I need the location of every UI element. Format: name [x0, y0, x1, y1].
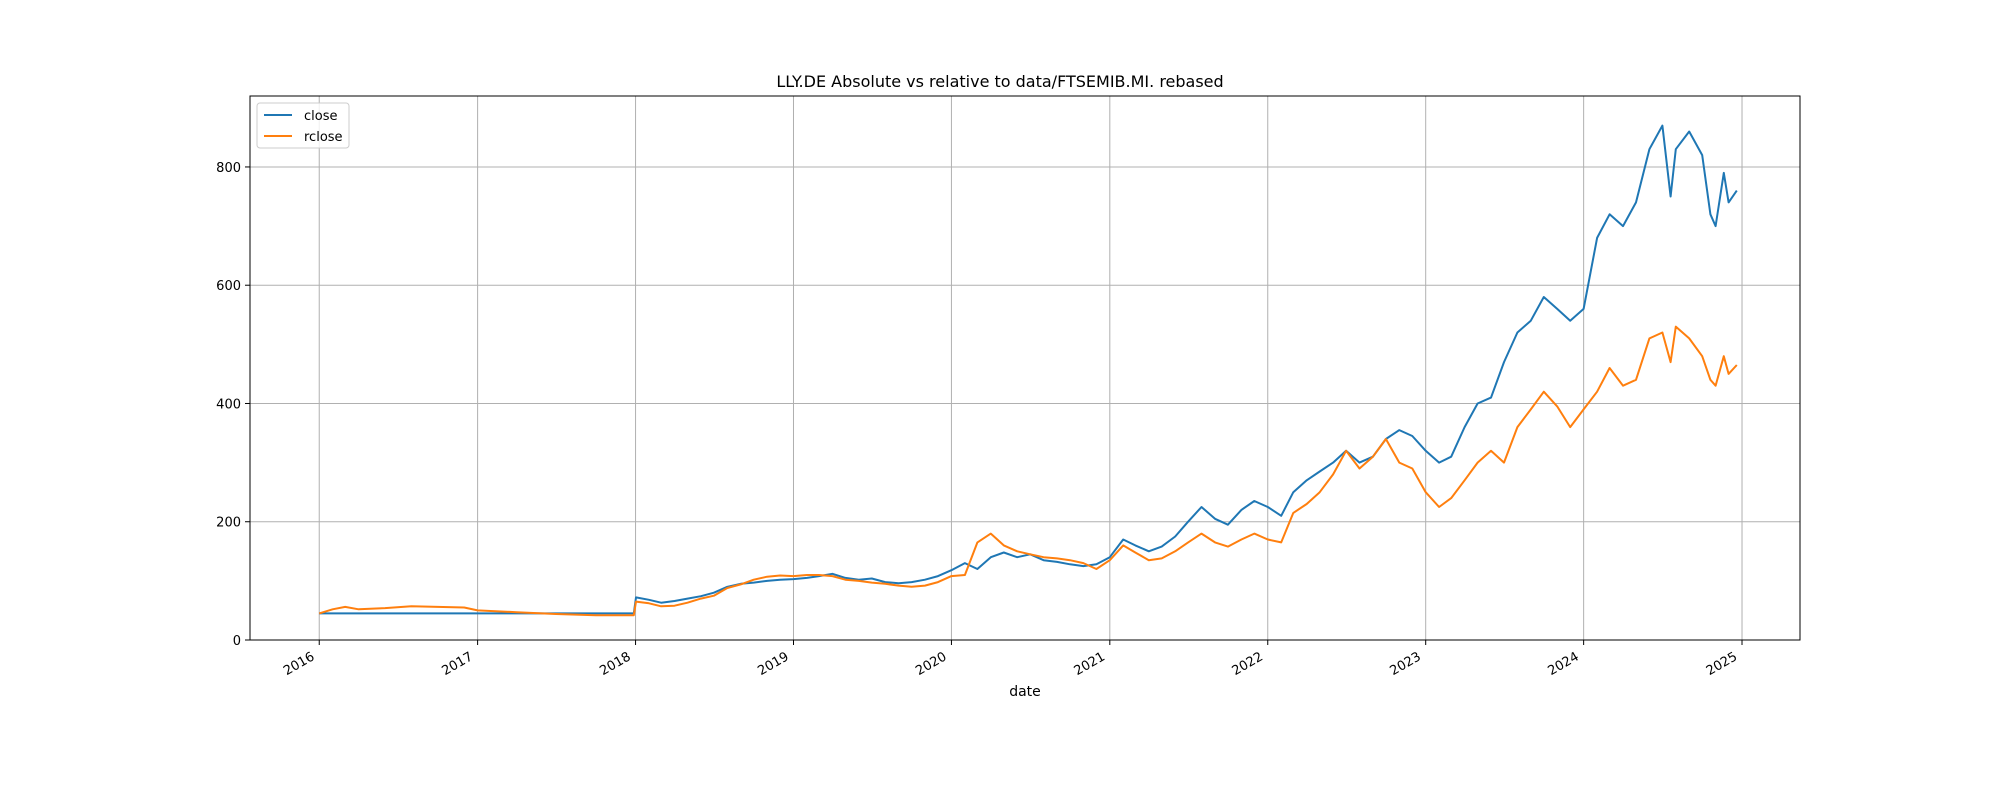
series-line-close	[319, 124, 1738, 615]
plot-frame	[249, 95, 1801, 641]
x-axis-label: date	[1009, 684, 1041, 700]
legend-label-rclose: rclose	[304, 130, 343, 145]
y-tick-label: 800	[216, 161, 241, 176]
legend-label-close: close	[304, 109, 337, 124]
legend: close rclose	[256, 102, 350, 149]
y-axis-ticks: 0 200 400 600 800	[216, 161, 250, 649]
y-tick-label: 400	[216, 397, 241, 412]
plot-lines	[318, 124, 1738, 617]
y-tick-label: 0	[233, 634, 241, 649]
series-line-rclose	[318, 325, 1738, 617]
y-tick-label: 200	[216, 516, 241, 531]
chart-title: LLY.DE Absolute vs relative to data/FTSE…	[776, 72, 1223, 91]
y-tick-label: 600	[216, 279, 241, 294]
